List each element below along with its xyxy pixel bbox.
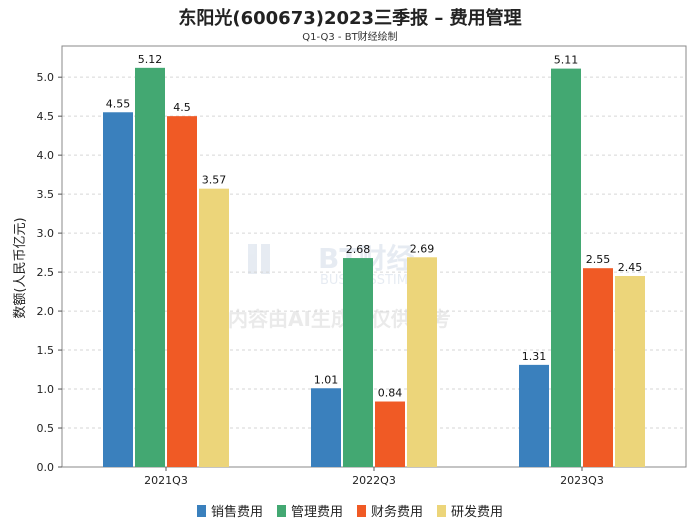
grid-lines — [62, 76, 686, 468]
data-label: 4.55 — [106, 97, 131, 110]
y-tick-label: 1.0 — [37, 383, 55, 396]
legend-swatch — [357, 504, 366, 517]
y-axis-label: 数额(人民币亿元) — [13, 217, 28, 318]
data-label: 1.31 — [522, 350, 547, 363]
bar — [519, 364, 549, 467]
y-tick-label: 4.5 — [37, 110, 55, 123]
y-tick-label: 2.0 — [37, 305, 55, 318]
legend-swatch — [276, 504, 286, 517]
y-tick-label: 0.5 — [37, 422, 55, 435]
bar — [407, 257, 437, 467]
bar — [583, 268, 613, 467]
legend-item: 销售费用 — [196, 501, 263, 520]
x-tick-label: 2022Q3 — [352, 474, 396, 487]
bar — [311, 388, 341, 467]
bar — [551, 68, 581, 468]
data-labels: 4.55 5.12 4.5 3.57 1.01 2.68 0.84 2.69 1.31 5.11 2… — [106, 53, 643, 400]
y-tick-label: 1.5 — [37, 344, 55, 357]
axes: 0.0 0.5 1.0 1.5 2.0 2.5 3.0 3.5 4.0 4.5 5.0 2021Q3 2… — [37, 45, 687, 487]
watermark-logo-icon-bar — [261, 244, 270, 274]
y-tick-label: 0.0 — [37, 461, 55, 474]
watermark-logo-icon — [248, 244, 257, 274]
bar — [167, 116, 197, 468]
data-label: 2.69 — [410, 242, 435, 255]
bar — [343, 258, 373, 467]
y-tick-label: 3.0 — [37, 227, 55, 240]
data-label: 5.12 — [138, 53, 163, 66]
legend-item: 管理费用 — [276, 501, 343, 520]
bar — [199, 188, 229, 467]
bars — [103, 67, 645, 468]
bar — [135, 67, 165, 468]
chart-title: 东阳光(600673)2023三季报 – 费用管理 — [178, 8, 522, 29]
legend-label: 财务费用 — [371, 505, 424, 520]
data-label: 4.5 — [173, 101, 191, 114]
data-label: 3.57 — [202, 174, 227, 187]
legend-swatch — [196, 504, 206, 517]
legend-label: 管理费用 — [290, 505, 343, 520]
y-tick-label: 3.5 — [37, 188, 55, 201]
bar — [375, 401, 405, 467]
data-label: 1.01 — [314, 373, 339, 386]
data-label: 5.11 — [554, 54, 579, 67]
bar — [615, 275, 645, 467]
y-tick-label: 4.0 — [37, 149, 55, 162]
data-label: 2.68 — [346, 243, 371, 256]
bar — [103, 112, 133, 467]
data-label: 0.84 — [378, 387, 403, 400]
y-tick-label: 2.5 — [37, 266, 55, 279]
chart-subtitle: Q1-Q3 - BT财经绘制 — [302, 32, 398, 43]
legend: 销售费用 管理费用 财务费用 研发费用 — [0, 501, 700, 520]
legend-item: 研发费用 — [437, 501, 503, 520]
data-label: 2.45 — [618, 261, 643, 274]
data-label: 2.55 — [586, 253, 611, 266]
legend-item: 财务费用 — [357, 501, 423, 520]
legend-label: 研发费用 — [451, 505, 504, 520]
legend-swatch — [437, 504, 447, 517]
legend-label: 销售费用 — [210, 505, 263, 520]
y-tick-label: 5.0 — [37, 71, 55, 84]
x-tick-label: 2023Q3 — [560, 474, 604, 487]
x-tick-label: 2021Q3 — [144, 474, 188, 487]
